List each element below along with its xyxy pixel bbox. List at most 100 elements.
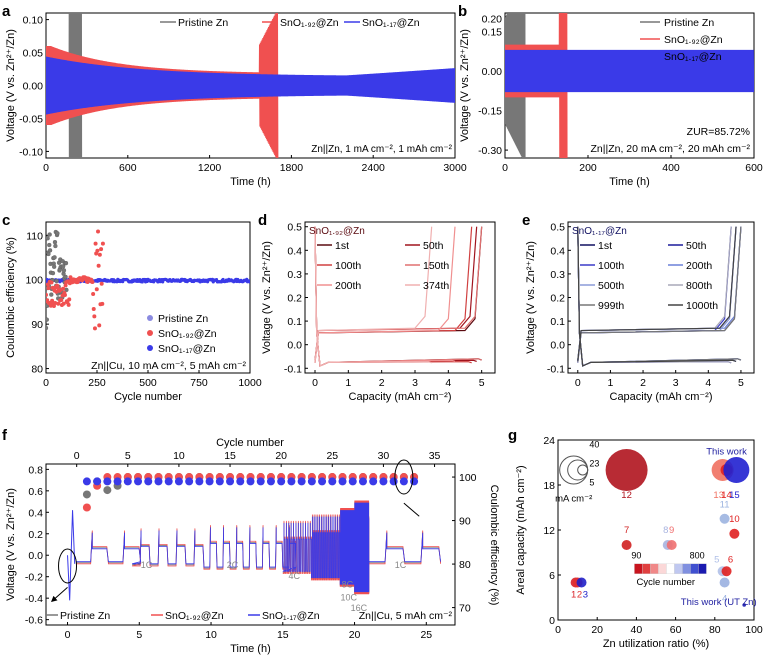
- legend-label: Pristine Zn: [60, 610, 110, 622]
- y-tick-label: 0.6: [28, 486, 43, 498]
- point-label: 3: [583, 590, 588, 601]
- data-point: [97, 323, 102, 328]
- x-tick-label: 3: [412, 377, 418, 389]
- data-point: [50, 285, 55, 290]
- voltage-profile: [76, 502, 442, 593]
- panel-letter: e: [522, 212, 530, 229]
- point-label: 9: [669, 525, 674, 536]
- panel-f: 0 5 10 15 20 25 -0.6 -0.4 -0.2 0.0 0.2 0.4 0.6 0.8 Tim…: [2, 427, 500, 655]
- x-tick-label: 20: [349, 629, 361, 641]
- legend-label: SnO₁.₁₇@Zn: [262, 610, 320, 622]
- color-legend-swatch: [658, 563, 667, 574]
- legend-label: SnO₁.₁₇@Zn: [158, 343, 216, 355]
- x-tick-label: 600: [119, 162, 137, 174]
- x-tick-label: 0: [555, 624, 561, 636]
- x-tick-label: 10: [205, 629, 217, 641]
- ce-point: [174, 477, 183, 486]
- data-point: [63, 274, 68, 280]
- y-axis-label: Coulombic efficiency (%): [5, 237, 17, 358]
- legend-label: 1st: [335, 240, 349, 252]
- legend-label: 500th: [598, 280, 624, 292]
- data-point: [46, 325, 49, 331]
- data-point: [46, 286, 51, 291]
- data-point: [46, 317, 49, 322]
- data-point: [52, 255, 57, 260]
- x2-tick-label: 35: [429, 450, 441, 462]
- x-axis-label: Zn utilization ratio (%): [603, 638, 709, 650]
- data-point: [62, 293, 67, 298]
- callout-arrow: [403, 502, 420, 517]
- x-tick-label: 1: [607, 377, 613, 389]
- series-sno117: [46, 56, 455, 115]
- data-point: [55, 231, 60, 236]
- y-tick-label: -0.1: [547, 363, 565, 375]
- legend-marker: [147, 330, 153, 336]
- y-tick-label: 0.1: [550, 316, 565, 328]
- x-axis-label: Capacity (mAh cm⁻²): [349, 391, 452, 403]
- point-label: 5: [714, 554, 719, 565]
- data-point: [52, 264, 57, 269]
- y-tick-label: -0.15: [478, 106, 502, 118]
- y-tick-label: -0.30: [478, 145, 502, 157]
- x-tick-label: 3000: [443, 162, 467, 174]
- data-point: [54, 278, 59, 284]
- data-point: [51, 303, 56, 308]
- y-axis-label: Voltage (V vs. Zn²⁺/Zn): [5, 488, 17, 601]
- x-tick-label: 25: [420, 629, 432, 641]
- legend-label: SnO₁.₉₂@Zn: [165, 610, 224, 622]
- x-tick-label: 5: [136, 629, 142, 641]
- y-tick-label: 0.5: [550, 222, 565, 234]
- size-legend-label: 40: [589, 440, 599, 450]
- ce-point: [287, 477, 296, 486]
- size-legend-circle: [577, 464, 589, 476]
- x-tick-label: 2: [640, 377, 646, 389]
- panel-title: SnO₁.₉₂@Zn: [309, 226, 365, 237]
- data-point: [56, 301, 61, 306]
- ce-point: [226, 477, 235, 486]
- data-point: [91, 307, 96, 312]
- legend-label: 1000th: [686, 300, 718, 312]
- data-point: [723, 457, 750, 483]
- x-tick-label: 500: [139, 377, 157, 389]
- ce-point: [277, 477, 286, 486]
- y-tick-label: 100: [25, 275, 43, 287]
- x2-tick-label: 15: [224, 450, 236, 462]
- y-tick-label: 0.0: [550, 340, 565, 352]
- legend-label: SnO₁.₉₂@Zn: [664, 34, 723, 46]
- y-tick-label: -0.6: [25, 615, 43, 627]
- ce-point: [307, 477, 316, 486]
- legend-label: 1st: [598, 240, 612, 252]
- y-tick-label: 0.10: [23, 15, 44, 27]
- legend-label: 374th: [423, 280, 449, 292]
- legend-marker: [147, 315, 153, 321]
- data-point: [90, 280, 95, 285]
- plot-area: [577, 226, 742, 367]
- x-tick-label: 5: [738, 377, 744, 389]
- ce-point: [82, 477, 91, 486]
- data-point: [94, 287, 99, 292]
- panel-a: 0 600 1200 1800 2400 3000 -0.10 -0.05 0.00 0.05 0.…: [2, 3, 467, 188]
- annotation: Zn||Zn, 20 mA cm⁻², 20 mAh cm⁻²: [591, 143, 751, 155]
- plot-frame: [45, 221, 251, 374]
- panel-title: SnO₁.₁₇@Zn: [572, 226, 627, 237]
- y-tick-label: -0.05: [19, 113, 43, 125]
- ce-point: [379, 477, 388, 486]
- x-tick-label: 750: [190, 377, 208, 389]
- y-tick-label: 24: [543, 435, 555, 447]
- y2-tick-label: 70: [459, 603, 471, 615]
- legend-label: SnO₁.₉₂@Zn: [280, 17, 339, 29]
- y-tick-label: 90: [31, 319, 43, 331]
- data-point: [93, 241, 98, 246]
- plot-area: [505, 13, 754, 158]
- x2-tick-label: 30: [378, 450, 390, 462]
- color-legend-title: Cycle number: [636, 577, 695, 588]
- y2-tick-label: 100: [459, 472, 477, 484]
- data-point: [61, 268, 67, 273]
- curve-discharge: [577, 226, 737, 367]
- x-tick-label: 100: [745, 624, 763, 636]
- x2-tick-label: 20: [275, 450, 287, 462]
- legend-label: Pristine Zn: [178, 17, 228, 29]
- ce-point: [338, 477, 347, 486]
- point-label: 12: [621, 490, 632, 501]
